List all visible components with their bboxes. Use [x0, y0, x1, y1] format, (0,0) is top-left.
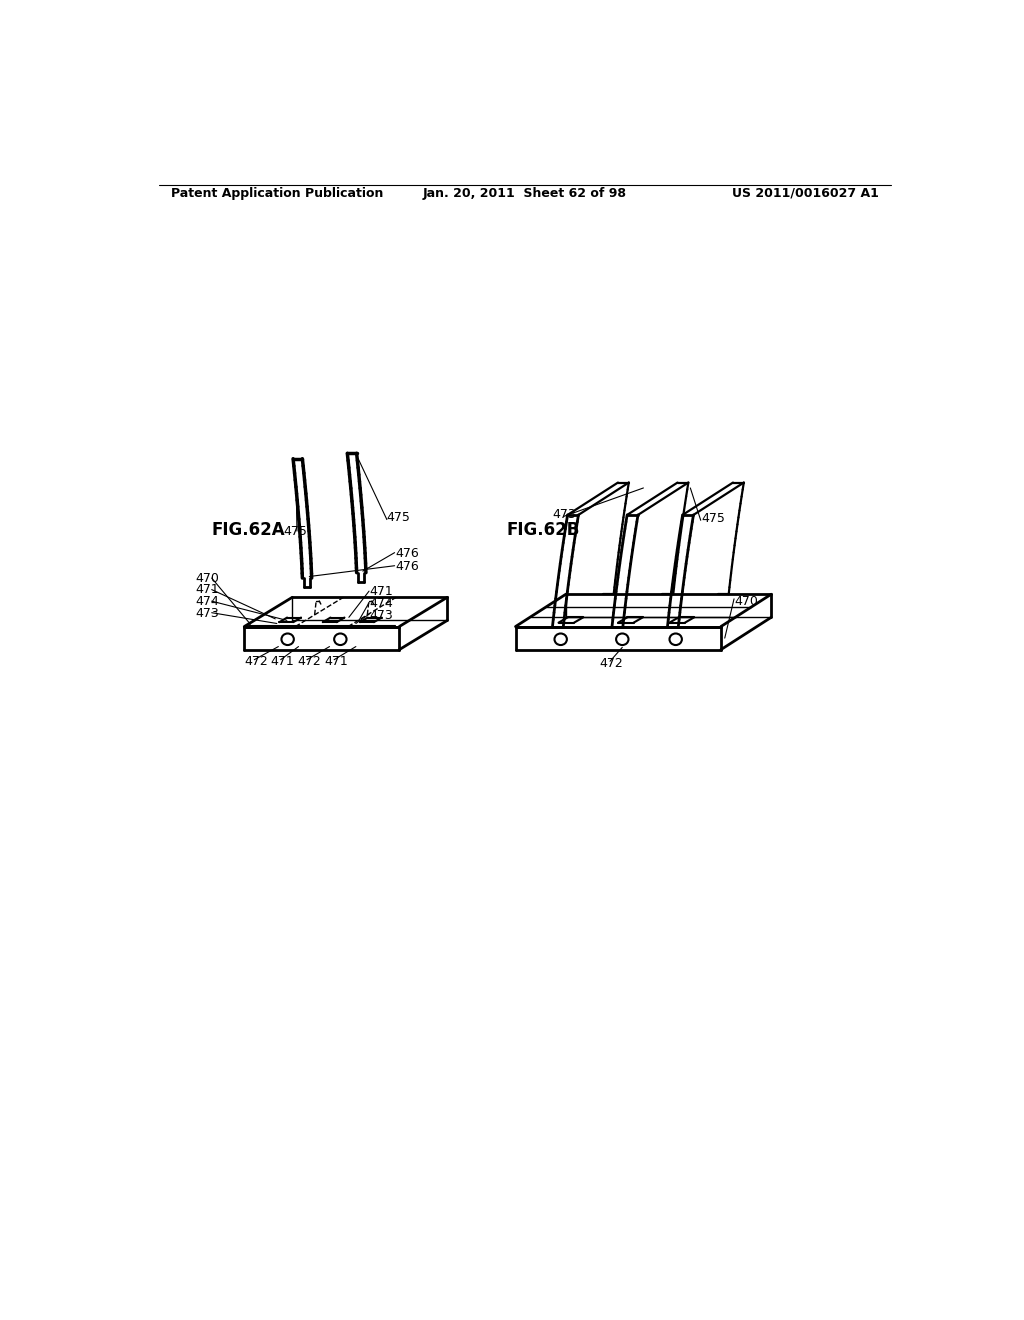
Text: 476: 476 — [395, 546, 419, 560]
Text: 472: 472 — [599, 657, 623, 671]
Text: FIG.62B: FIG.62B — [506, 520, 580, 539]
Text: 475: 475 — [387, 511, 411, 524]
Text: FIG.62A: FIG.62A — [212, 520, 286, 539]
Text: 473: 473 — [553, 508, 577, 520]
Text: 470: 470 — [735, 594, 759, 607]
Text: Patent Application Publication: Patent Application Publication — [171, 186, 383, 199]
Text: 471: 471 — [196, 583, 219, 597]
Text: 476: 476 — [395, 560, 419, 573]
Text: 473: 473 — [370, 610, 393, 622]
Text: 475: 475 — [701, 512, 725, 525]
Text: 471: 471 — [270, 656, 294, 668]
Text: 472: 472 — [297, 656, 321, 668]
Text: 473: 473 — [196, 607, 219, 620]
Text: Jan. 20, 2011  Sheet 62 of 98: Jan. 20, 2011 Sheet 62 of 98 — [423, 186, 627, 199]
Text: 475: 475 — [283, 524, 307, 537]
Text: US 2011/0016027 A1: US 2011/0016027 A1 — [732, 186, 879, 199]
Text: 474: 474 — [196, 594, 219, 607]
Text: 471: 471 — [370, 585, 393, 598]
Text: 472: 472 — [245, 656, 268, 668]
Text: 470: 470 — [196, 572, 219, 585]
Text: 474: 474 — [370, 597, 393, 610]
Text: 471: 471 — [324, 656, 348, 668]
